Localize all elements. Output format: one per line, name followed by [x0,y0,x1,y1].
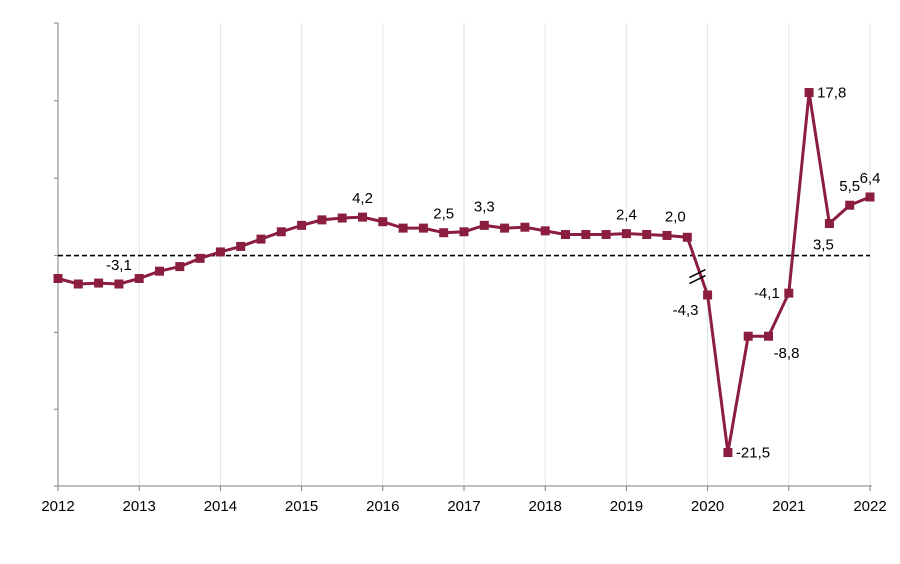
data-label: -8,8 [774,345,800,362]
data-point [845,200,855,210]
x-tick-label: 2017 [447,498,480,515]
data-point [94,278,104,288]
data-label: 3,3 [474,198,495,215]
data-point [236,241,246,251]
x-tick-label: 2012 [41,498,74,515]
data-label: 2,0 [665,208,686,225]
x-tick-label: 2019 [610,498,643,515]
data-point [53,274,63,283]
x-tick-label: 2016 [366,498,399,515]
data-point [134,274,144,283]
x-tick-label: 2020 [691,498,724,515]
data-point [642,230,652,240]
data-point [317,215,327,225]
data-label: -4,3 [673,302,699,319]
x-tick-label: 2022 [853,498,886,515]
data-point [723,448,733,458]
data-label: 6,4 [860,170,881,187]
vertical-gridlines [138,23,871,486]
data-point [195,253,205,263]
data-point [358,212,367,222]
x-tick-label: 2013 [123,498,156,515]
data-point [540,226,550,236]
data-point [459,227,469,237]
x-tick-label: 2018 [529,498,562,515]
data-point [682,232,692,242]
data-point [73,279,83,289]
data-point [155,266,164,276]
data-point [297,220,307,230]
data-point [215,247,225,257]
data-point [703,290,713,300]
data-point [764,331,773,341]
data-point [824,219,834,229]
data-point [337,213,347,223]
data-label: 4,2 [352,190,373,207]
data-label: -21,5 [736,445,770,462]
data-point [743,331,753,341]
data-label: -4,1 [754,285,780,302]
data-point [621,229,631,239]
data-label: 3,5 [813,237,834,254]
data-point [114,279,124,289]
x-tick-labels: 2012 2013 2014 2015 2016 2017 2018 2019 2020 2021… [41,498,886,515]
data-label: 2,4 [616,207,637,224]
data-point [256,234,266,244]
data-point [581,230,591,240]
data-point [479,220,489,230]
data-point [865,192,875,202]
axis-break-mark [689,274,706,285]
data-label: 17,8 [817,85,846,102]
data-point [520,222,530,232]
data-point [398,223,408,233]
axis-break-mark [689,268,706,279]
data-point [175,262,185,272]
data-point [418,223,428,233]
data-point [276,227,286,237]
data-point [662,230,672,240]
data-point [500,223,510,233]
x-tick-label: 2014 [204,498,237,515]
data-point [439,228,449,238]
data-labels-layer: -3,1 4,2 2,5 3,3 2,4 2,0 -4,3 -21,5 -8,8 -4,1 17,8… [106,85,880,462]
data-point [804,88,814,98]
data-label: -3,1 [106,257,132,274]
data-point [378,217,388,227]
data-label: 5,5 [839,178,860,195]
markers-layer [53,88,875,458]
axes [54,22,872,491]
x-tick-label: 2015 [285,498,318,515]
x-tick-label: 2021 [772,498,805,515]
data-point [601,230,611,240]
data-label: 2,5 [433,206,454,223]
data-point [561,230,570,240]
data-point [784,288,794,298]
